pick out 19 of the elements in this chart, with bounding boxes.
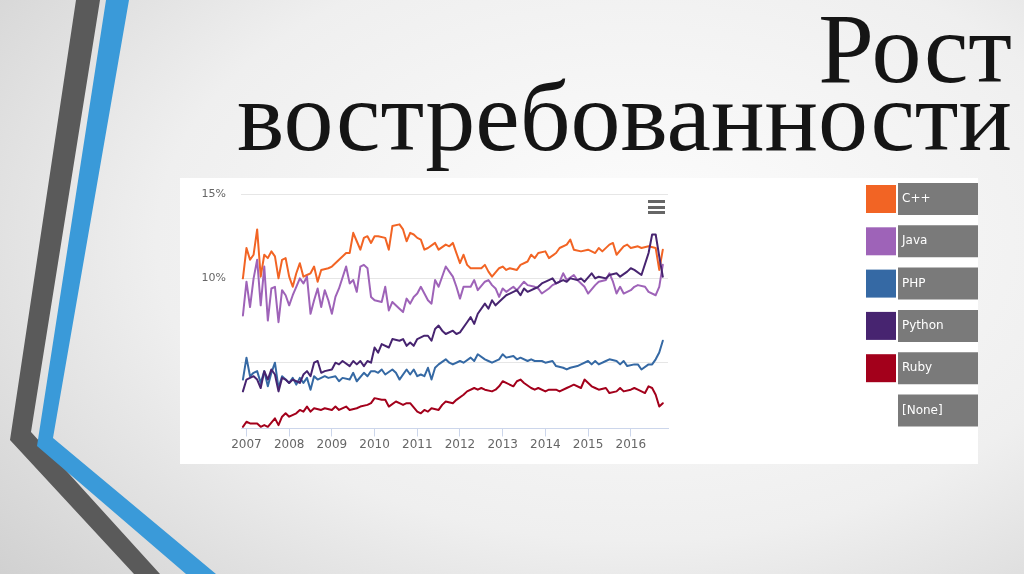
x-tick-label: 2008 [273, 436, 305, 451]
chart-title: Рост востребованности [236, 0, 1012, 172]
x-tick-label: 2014 [530, 436, 561, 451]
legend-label: PHP [902, 275, 926, 290]
y-tick-label: 15% [201, 186, 226, 200]
text: [None] [902, 402, 943, 417]
legend-label: Java [901, 233, 928, 248]
y-tick-label: 10% [201, 271, 226, 285]
x-tick-label: 2007 [231, 436, 262, 451]
x-tick-label: 2013 [487, 436, 518, 451]
x-tick-label: 2009 [316, 436, 348, 451]
legend-label: Python [902, 318, 944, 333]
legend-label: C++ [902, 191, 931, 206]
x-tick-label: 2012 [444, 436, 476, 451]
legend-label: Ruby [902, 360, 933, 375]
x-tick-label: 2011 [402, 436, 433, 451]
x-tick-label: 2010 [359, 436, 390, 451]
x-tick-label: 2015 [572, 436, 604, 451]
x-tick-label: 2016 [615, 436, 647, 451]
